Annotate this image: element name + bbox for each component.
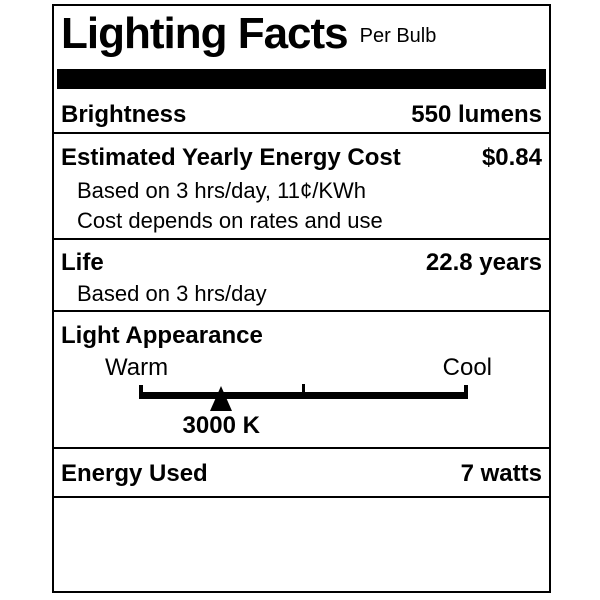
label-subtitle: Per Bulb <box>359 25 437 47</box>
light-appearance-scale <box>54 384 549 411</box>
energy-cost-basis-note: Based on 3 hrs/day, 11¢/KWh <box>77 178 367 203</box>
energy-cost-value: $0.84 <box>481 144 542 171</box>
light-appearance-section: Light Appearance Warm Cool 3000 K <box>54 312 549 449</box>
energy-cost-label: Estimated Yearly Energy Cost <box>61 144 401 171</box>
energy-cost-row: Estimated Yearly Energy Cost $0.84 <box>54 134 549 170</box>
brightness-row: Brightness 550 lumens <box>54 89 549 127</box>
energy-used-value: 7 watts <box>460 460 542 487</box>
energy-used-row: Energy Used 7 watts <box>54 449 549 486</box>
lighting-facts-label: Lighting Facts Per Bulb Brightness 550 l… <box>52 4 551 593</box>
energy-cost-section: Estimated Yearly Energy Cost $0.84 Based… <box>54 134 549 240</box>
energy-cost-disclaimer-note: Cost depends on rates and use <box>77 208 383 233</box>
kelvin-label-row: 3000 K <box>54 414 549 438</box>
life-row: Life 22.8 years <box>54 240 549 275</box>
brightness-section: Brightness 550 lumens <box>54 89 549 134</box>
energy-used-section: Energy Used 7 watts <box>54 449 549 498</box>
scale-bar <box>139 392 468 399</box>
light-appearance-heading: Light Appearance <box>61 322 263 349</box>
kelvin-value: 3000 K <box>182 412 260 439</box>
cool-label: Cool <box>442 354 492 381</box>
energy-used-label: Energy Used <box>61 460 208 487</box>
life-section: Life 22.8 years Based on 3 hrs/day <box>54 240 549 312</box>
color-temperature-marker-triangle <box>210 386 233 411</box>
header-separator-bar <box>57 69 546 89</box>
brightness-value: 550 lumens <box>411 101 542 128</box>
scale-middle-tick <box>301 384 305 393</box>
life-label: Life <box>61 249 104 276</box>
life-basis-note: Based on 3 hrs/day <box>77 281 267 306</box>
life-value: 22.8 years <box>425 249 542 276</box>
label-header: Lighting Facts Per Bulb <box>54 6 549 56</box>
brightness-label: Brightness <box>61 101 187 128</box>
warm-label: Warm <box>105 354 169 381</box>
scale-end-labels: Warm Cool <box>54 356 549 380</box>
label-title: Lighting Facts <box>61 9 349 58</box>
